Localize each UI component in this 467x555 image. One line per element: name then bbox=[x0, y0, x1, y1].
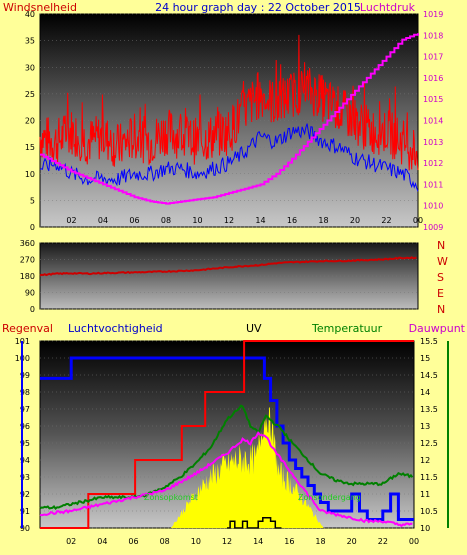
uv-line bbox=[227, 517, 282, 529]
compass-letter: E bbox=[437, 287, 444, 300]
sunset-annotation: Zonsondergang bbox=[298, 493, 361, 502]
dewpoint-label: Dauwpunt bbox=[409, 322, 466, 335]
x-tick-label: 16 bbox=[287, 216, 297, 225]
x-tick-label: 10 bbox=[191, 537, 201, 546]
y-tick-label: 15 bbox=[25, 143, 35, 152]
compass-letter: N bbox=[437, 303, 445, 316]
wind-direction-line bbox=[39, 256, 417, 277]
x-tick-label: 06 bbox=[128, 537, 138, 546]
direction-tick-label: 180 bbox=[20, 272, 35, 281]
compass-letter: S bbox=[437, 271, 444, 284]
x-tick-label: 02 bbox=[66, 216, 76, 225]
y2-tick-label: 1015 bbox=[423, 95, 443, 104]
dewpoint-line bbox=[39, 431, 413, 528]
humidity-tick-label: 93 bbox=[20, 473, 30, 482]
humidity-tick-label: 91 bbox=[20, 507, 30, 516]
y2-tick-label: 1014 bbox=[423, 117, 443, 126]
humidity-tick-label: 92 bbox=[20, 490, 30, 499]
direction-tick-label: 270 bbox=[20, 256, 35, 265]
temp-tick-label: 14 bbox=[420, 388, 430, 397]
x-tick-label: 04 bbox=[97, 537, 107, 546]
humidity-tick-label: 96 bbox=[20, 422, 30, 431]
temp-tick-label: 10 bbox=[420, 524, 430, 533]
humidity-tick-label: 99 bbox=[20, 371, 30, 380]
x-tick-label: 12 bbox=[222, 537, 232, 546]
y-tick-label: 30 bbox=[25, 63, 35, 72]
x-tick-label: 10 bbox=[192, 216, 202, 225]
direction-tick-label: 90 bbox=[25, 289, 35, 298]
y2-tick-label: 1011 bbox=[423, 180, 443, 189]
chart-title: 24 hour graph day : 22 October 2015 bbox=[155, 1, 361, 14]
temp-tick-label: 14.5 bbox=[420, 371, 438, 380]
direction-tick-label: 360 bbox=[20, 239, 35, 248]
pressure-label: Luchtdruk bbox=[360, 1, 416, 14]
temp-tick-label: 15 bbox=[420, 354, 430, 363]
y2-tick-label: 1009 bbox=[423, 223, 443, 232]
y-tick-label: 5 bbox=[30, 196, 35, 205]
humidity-tick-label: 95 bbox=[20, 439, 30, 448]
compass-letter: W bbox=[437, 255, 448, 268]
y-tick-label: 20 bbox=[25, 117, 35, 126]
wind-speed-label: Windsnelheid bbox=[3, 1, 77, 14]
y2-tick-label: 1016 bbox=[423, 74, 443, 83]
rain-label: Regenval bbox=[2, 322, 53, 335]
solar-radiation-area bbox=[170, 407, 324, 528]
direction-tick-label: 0 bbox=[30, 305, 35, 314]
x-tick-label: 08 bbox=[160, 537, 170, 546]
x-tick-label: 08 bbox=[161, 216, 171, 225]
temperature-line bbox=[39, 404, 414, 511]
y-tick-label: 10 bbox=[25, 170, 35, 179]
humidity-tick-label: 98 bbox=[20, 388, 30, 397]
x-tick-label: 02 bbox=[66, 537, 76, 546]
x-tick-label: 18 bbox=[315, 537, 325, 546]
x-tick-label: 14 bbox=[255, 216, 265, 225]
y2-tick-label: 1013 bbox=[423, 138, 443, 147]
y-tick-label: 25 bbox=[25, 90, 35, 99]
temperature-label: Temperatuur bbox=[311, 322, 383, 335]
temp-tick-label: 15.5 bbox=[420, 337, 438, 346]
x-tick-label: 12 bbox=[224, 216, 234, 225]
pressure-line bbox=[40, 33, 419, 205]
sunrise-annotation: Zonsopkomst bbox=[144, 493, 198, 502]
x-tick-label: 22 bbox=[378, 537, 388, 546]
humidity-line bbox=[40, 356, 414, 521]
y-tick-label: 35 bbox=[25, 37, 35, 46]
wind-speed-line bbox=[39, 34, 419, 171]
temp-tick-label: 10.5 bbox=[420, 507, 438, 516]
y-tick-label: 40 bbox=[25, 10, 35, 19]
x-tick-label: 20 bbox=[350, 216, 360, 225]
x-tick-label: 04 bbox=[98, 216, 108, 225]
humidity-label: Luchtvochtigheid bbox=[68, 322, 163, 335]
x-tick-label: 22 bbox=[381, 216, 391, 225]
y2-tick-label: 1017 bbox=[423, 53, 443, 62]
temp-tick-label: 11 bbox=[420, 490, 430, 499]
humidity-tick-label: 97 bbox=[20, 405, 30, 414]
y2-tick-label: 1012 bbox=[423, 159, 443, 168]
x-tick-label: 06 bbox=[129, 216, 139, 225]
y2-tick-label: 1010 bbox=[423, 202, 443, 211]
x-tick-label: 00 bbox=[409, 537, 419, 546]
temp-tick-label: 11.5 bbox=[420, 473, 438, 482]
wind-direction-panel bbox=[39, 242, 419, 310]
temp-tick-label: 12.5 bbox=[420, 439, 438, 448]
uv-label: UV bbox=[246, 322, 262, 335]
temp-tick-label: 12 bbox=[420, 456, 430, 465]
y2-tick-label: 1019 bbox=[423, 10, 443, 19]
y-tick-label: 0 bbox=[30, 223, 35, 232]
x-tick-label: 16 bbox=[284, 537, 294, 546]
humidity-tick-label: 94 bbox=[20, 456, 30, 465]
x-tick-label: 00 bbox=[413, 216, 423, 225]
compass-letter: N bbox=[437, 239, 445, 252]
humidity-tick-label: 90 bbox=[20, 524, 30, 533]
temp-tick-label: 13.5 bbox=[420, 405, 438, 414]
x-tick-label: 18 bbox=[318, 216, 328, 225]
x-tick-label: 14 bbox=[253, 537, 263, 546]
temp-tick-label: 13 bbox=[420, 422, 430, 431]
x-tick-label: 20 bbox=[347, 537, 357, 546]
y2-tick-label: 1018 bbox=[423, 31, 443, 40]
